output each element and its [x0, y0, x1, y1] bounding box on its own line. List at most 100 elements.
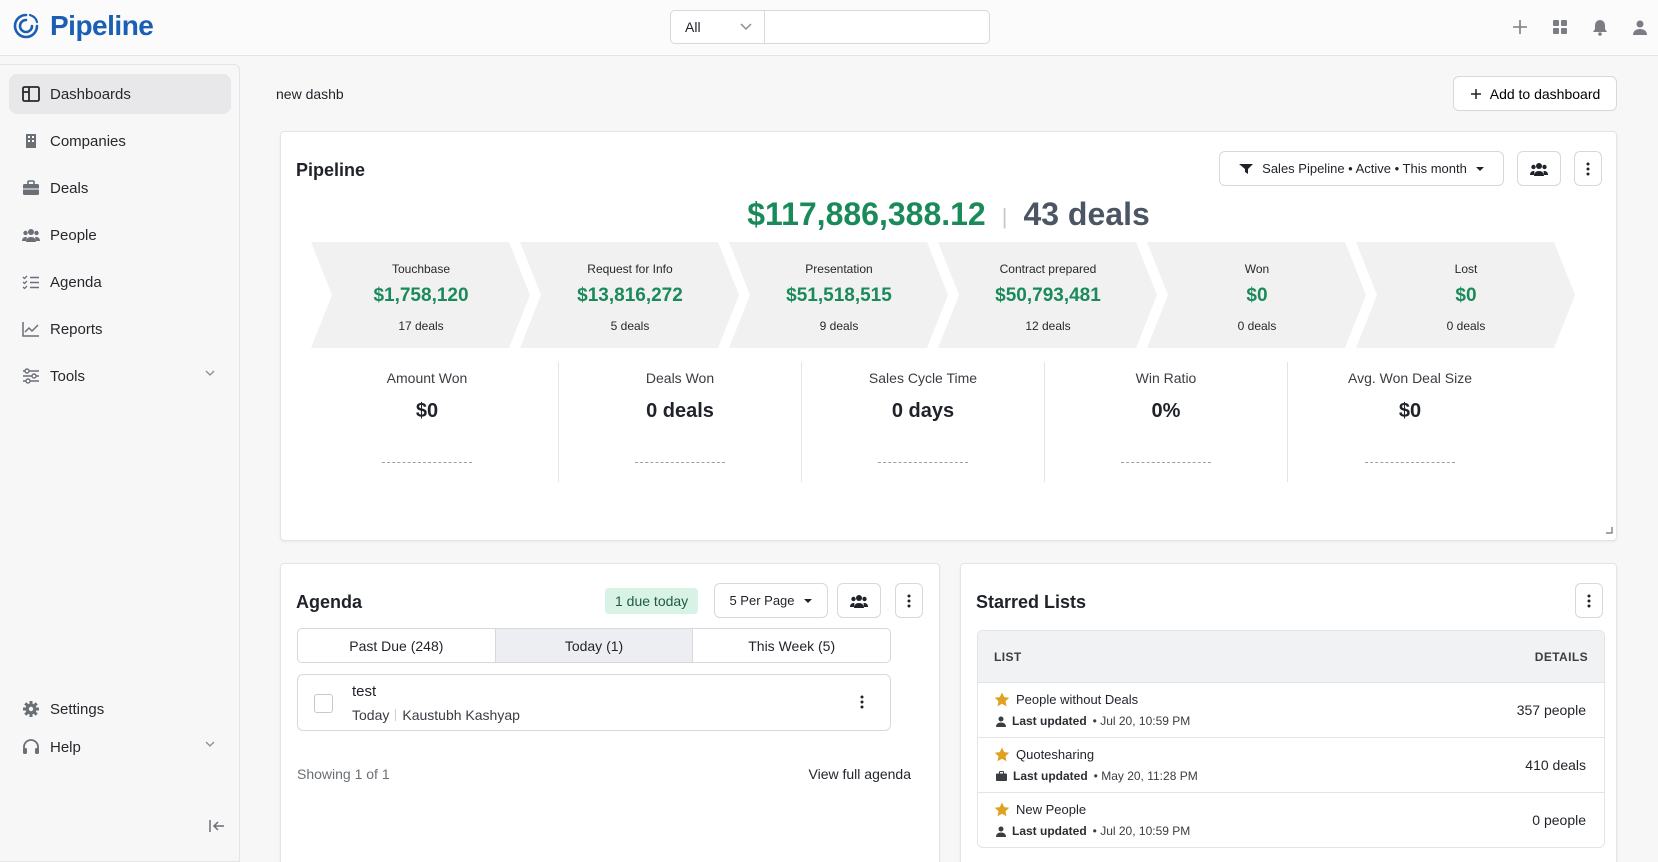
search-scope-select[interactable]: All [671, 11, 765, 43]
sidebar-item-agenda[interactable]: Agenda [9, 262, 231, 302]
starred-lists-card: Starred Lists LIST DETAILS People withou… [960, 563, 1617, 862]
collapse-sidebar-icon[interactable] [209, 819, 225, 836]
people-icon [22, 229, 40, 242]
metric-value: 0 days [891, 400, 955, 422]
metric-deals-won: Deals Won 0 deals [559, 362, 801, 477]
stage-name: Request for Info [587, 262, 673, 276]
table-row[interactable]: New People Last updated • Jul 20, 10:59 … [978, 792, 1604, 847]
sidebar-item-companies[interactable]: Companies [9, 121, 231, 161]
tab-past-due[interactable]: Past Due (248) [298, 629, 496, 662]
starred-more-button[interactable] [1575, 583, 1603, 618]
apps-grid-icon[interactable] [1550, 14, 1570, 40]
headset-icon [23, 739, 39, 754]
pipeline-users-button[interactable] [1517, 151, 1561, 186]
view-full-agenda-link[interactable]: View full agenda [808, 766, 911, 782]
metric-sparkline [1365, 462, 1455, 463]
person-icon [996, 716, 1006, 727]
totals-divider: | [1001, 203, 1008, 229]
top-bar: Pipeline All [0, 0, 1658, 56]
list-name[interactable]: People without Deals [1016, 692, 1139, 707]
tab-today[interactable]: Today (1) [495, 629, 694, 662]
stage-deals: 9 deals [819, 319, 859, 333]
stage-amount: $51,518,515 [786, 285, 892, 306]
list-name[interactable]: Quotesharing [1016, 747, 1095, 762]
stage-deals: 12 deals [1025, 319, 1071, 333]
sidebar-item-tools[interactable]: Tools [9, 356, 231, 396]
stage-lost[interactable]: Lost $0 0 deals [1356, 240, 1576, 350]
pipeline-more-button[interactable] [1574, 151, 1602, 186]
bell-icon[interactable] [1590, 14, 1610, 40]
meta-divider [395, 709, 397, 721]
stage-amount: $13,816,272 [577, 285, 683, 306]
metric-sparkline [1121, 462, 1211, 463]
stage-presentation[interactable]: Presentation $51,518,515 9 deals [729, 240, 949, 350]
pipeline-total-deals: 43 deals [1023, 196, 1150, 232]
stage-amount: $50,793,481 [995, 285, 1101, 306]
agenda-item[interactable]: test Today Kaustubh Kashyap [297, 674, 891, 731]
chevron-down-icon [205, 370, 215, 376]
sidebar-item-dashboards[interactable]: Dashboards [9, 74, 231, 114]
funnel-icon [1239, 163, 1254, 174]
more-vertical-icon[interactable] [860, 695, 864, 712]
gear-icon [23, 701, 39, 717]
sidebar-item-label: Reports [50, 320, 103, 338]
pipeline-metrics: Amount Won $0 Deals Won 0 deals Sales Cy… [301, 362, 1601, 492]
sidebar-item-help[interactable]: Help [9, 727, 231, 767]
last-updated-label: Last updated [1012, 714, 1087, 728]
app-name: Pipeline [50, 10, 154, 41]
list-name[interactable]: New People [1016, 802, 1087, 817]
sliders-icon [23, 368, 39, 384]
sidebar-item-reports[interactable]: Reports [9, 309, 231, 349]
add-to-dashboard-label: Add to dashboard [1489, 85, 1601, 102]
per-page-dropdown[interactable]: 5 Per Page [714, 583, 828, 618]
stage-name: Lost [1454, 262, 1478, 276]
sidebar-item-label: Agenda [50, 273, 102, 291]
tab-this-week[interactable]: This Week (5) [748, 637, 836, 654]
stage-deals: 17 deals [398, 319, 444, 333]
sidebar-item-settings[interactable]: Settings [9, 689, 231, 729]
agenda-item-person[interactable]: Kaustubh Kashyap [402, 707, 520, 723]
agenda-users-button[interactable] [837, 583, 881, 618]
stage-amount: $1,758,120 [373, 285, 469, 306]
list-detail: 410 deals [1525, 757, 1586, 773]
sidebar-item-label: Deals [50, 179, 89, 197]
starred-lists-title: Starred Lists [976, 592, 1087, 612]
add-to-dashboard-button[interactable]: Add to dashboard [1453, 76, 1617, 111]
building-icon [26, 134, 36, 148]
stage-won[interactable]: Won $0 0 deals [1147, 240, 1367, 350]
search-input[interactable] [765, 11, 989, 43]
stage-request-for-info[interactable]: Request for Info $13,816,272 5 deals [520, 240, 740, 350]
pipeline-filter-dropdown[interactable]: Sales Pipeline • Active • This month [1219, 151, 1504, 186]
pipeline-logo-icon [13, 13, 39, 39]
stage-name: Won [1244, 262, 1270, 276]
last-updated-value: • Jul 20, 10:59 PM [1092, 824, 1191, 838]
table-row[interactable]: Quotesharing Last updated • May 20, 11:2… [978, 737, 1604, 792]
star-icon [994, 802, 1010, 817]
sidebar-item-label: People [50, 226, 97, 244]
briefcase-icon [23, 180, 39, 195]
agenda-more-button[interactable] [895, 583, 923, 618]
sidebar-item-people[interactable]: People [9, 215, 231, 255]
caret-down-icon [1475, 166, 1484, 171]
app-logo[interactable]: Pipeline [12, 10, 154, 42]
agenda-item-title: test [352, 683, 377, 700]
agenda-tabs: Past Due (248) Today (1) This Week (5) [297, 628, 891, 663]
sidebar-item-deals[interactable]: Deals [9, 168, 231, 208]
column-details: DETAILS [1534, 649, 1588, 664]
agenda-card: Agenda 1 due today 5 Per Page Past Due (… [280, 563, 940, 862]
list-detail: 357 people [1516, 702, 1586, 718]
stage-touchbase[interactable]: Touchbase $1,758,120 17 deals [311, 240, 531, 350]
add-icon[interactable] [1510, 14, 1530, 40]
metric-label: Deals Won [645, 370, 715, 386]
agenda-item-checkbox[interactable] [314, 694, 333, 713]
table-row[interactable]: People without Deals Last updated • Jul … [978, 682, 1604, 737]
resize-handle-icon[interactable] [1605, 521, 1613, 537]
briefcase-icon [996, 771, 1007, 781]
user-icon[interactable] [1630, 14, 1650, 40]
stage-contract-prepared[interactable]: Contract prepared $50,793,481 12 deals [938, 240, 1158, 350]
stage-deals: 0 deals [1446, 319, 1486, 333]
star-icon [994, 747, 1010, 762]
stage-name: Presentation [805, 262, 873, 276]
list-detail: 0 people [1532, 812, 1586, 828]
metric-avg-won-deal-size: Avg. Won Deal Size $0 [1288, 362, 1532, 477]
